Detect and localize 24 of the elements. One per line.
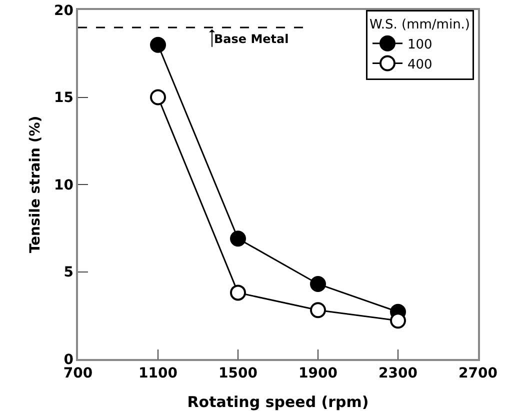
x-tick-label: 1900 [298,366,338,382]
point [230,284,246,301]
x-tick-label: 1100 [138,366,178,382]
x-tick-label: 700 [63,366,93,382]
point [390,312,406,329]
point [150,89,166,106]
legend-title: W.S. (mm/min.) [370,17,470,32]
x-tick-label: 2300 [378,366,418,382]
point [310,302,326,318]
y-tick-label: 15 [54,90,74,106]
point [310,276,326,292]
x-axis-title: Rotating speed (rpm) [187,393,369,411]
y-tick-label: 20 [54,2,74,19]
legend-label: Base Metal [214,32,289,46]
y-tick-label: 10 [54,177,74,194]
y-tick-label: 5 [64,264,74,281]
point [150,36,166,53]
legend-label: 400 [408,57,432,72]
y-tick-label: 0 [64,352,74,368]
x-tick-label: 1500 [218,366,258,382]
y-axis-title: Tensile strain (%) [28,116,44,254]
x-tick-label: 2700 [458,366,498,382]
point [230,230,246,247]
legend-label: 100 [408,37,432,52]
